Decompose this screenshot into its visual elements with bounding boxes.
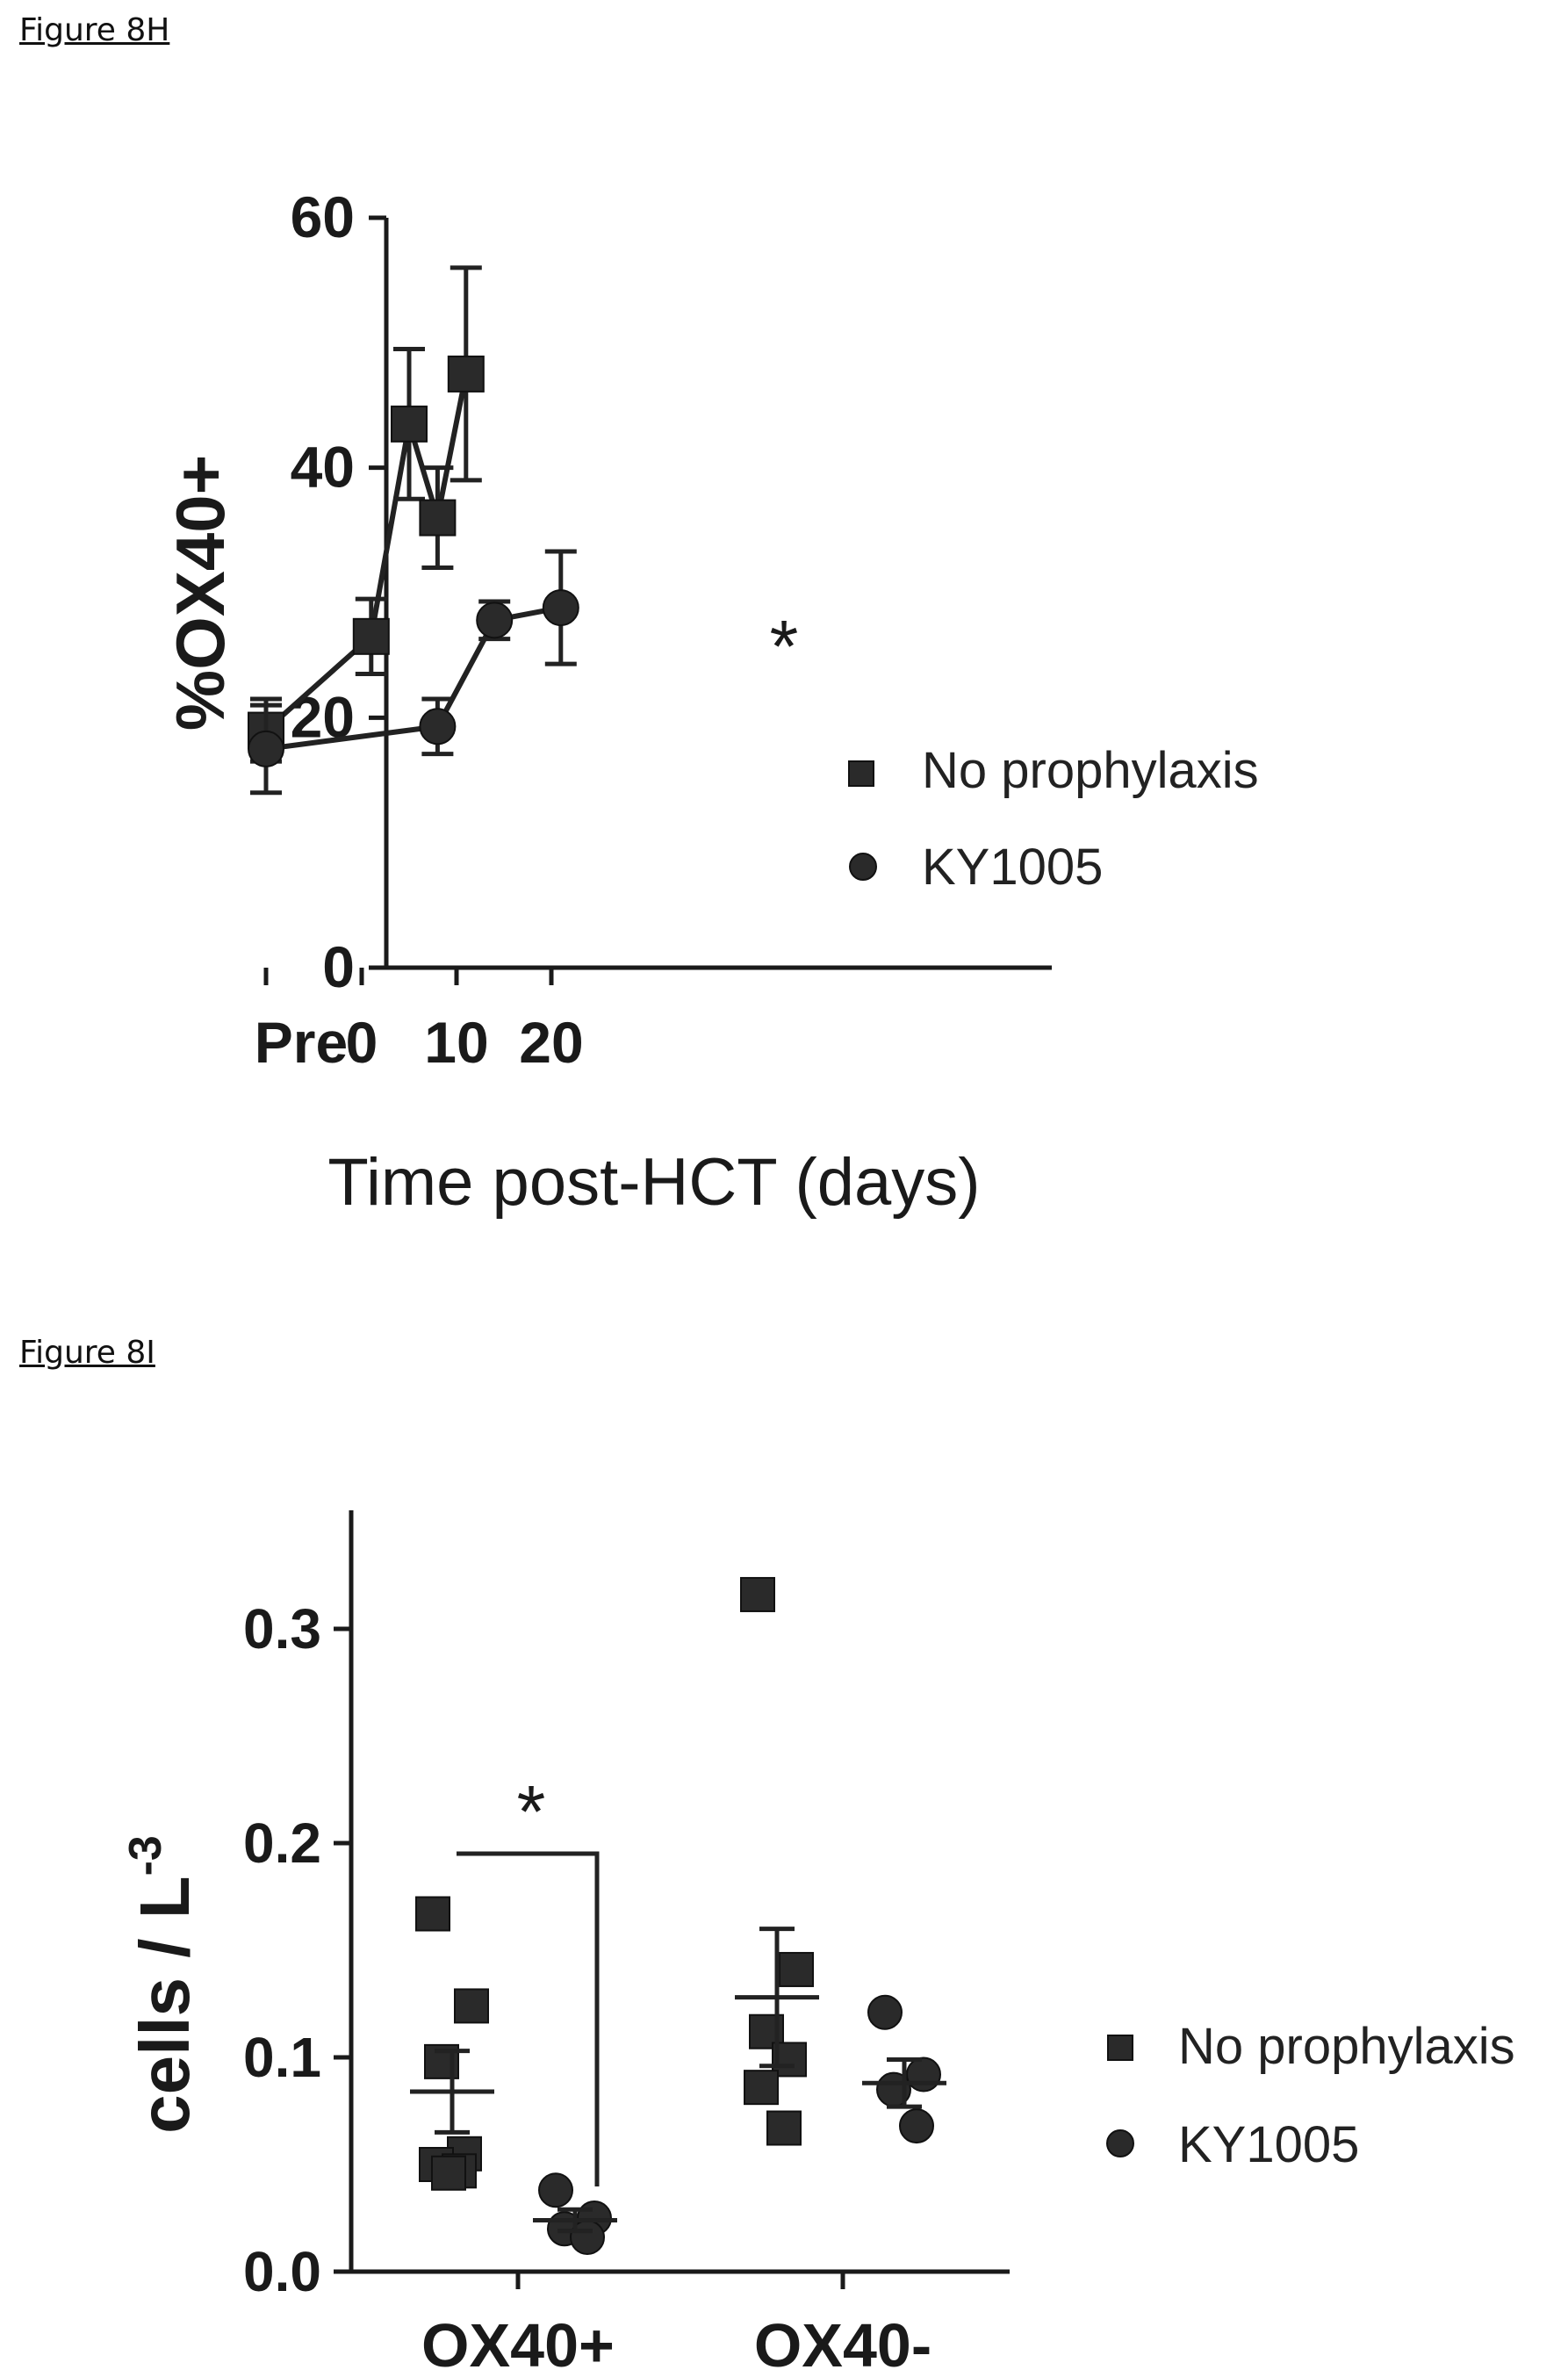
data-point-circle [248,730,284,767]
legend-label-no-prophylaxis-8i: No prophylaxis [1178,2018,1515,2075]
legend-square-marker-8i [1107,2035,1133,2061]
x-tick-label-OX40+: OX40+ [421,2311,615,2377]
data-point-square [447,355,485,393]
y-tick-label-0.2: 0.2 [243,1812,321,1875]
data-point-square [740,1576,775,1612]
y-axis-title-8h: %OX40+ [162,455,239,731]
legend-square-marker [848,760,874,787]
data-point-square [744,2070,779,2106]
data-point-square [391,405,428,443]
data-point-square [779,1951,814,1987]
legend-circle-marker-8i [1106,2129,1134,2157]
y-tick-label-60: 60 [291,184,355,249]
y-tick-label-0.1: 0.1 [243,2026,321,2089]
data-point-square [454,1988,489,2024]
legend-8h: No prophylaxis KY1005 [848,742,1259,896]
data-point-square [352,617,390,655]
x-tick-label-0: 0 [346,1010,378,1075]
significance-asterisk-8h: * [770,605,799,688]
series-line-ky1005 [265,605,562,752]
legend-8i: No prophylaxis KY1005 [1106,2018,1515,2173]
data-point-circle [906,2056,941,2092]
x-tick-label-10: 10 [424,1010,488,1075]
legend-label-ky1005: KY1005 [922,839,1103,896]
y-axis-title-8i: cells / L-3 [120,1835,204,2134]
y-tick-label-0.3: 0.3 [243,1597,321,1660]
y-tick-label-40: 40 [291,435,355,500]
significance-bracket-8i [457,1851,600,2186]
x-tick-label-20: 20 [519,1010,583,1075]
figure-8i-caption: Figure 8I [19,1335,155,1371]
data-point-square [419,499,457,537]
data-point-circle [867,1994,903,2030]
data-point-circle [538,2172,573,2208]
data-point-circle [476,601,514,639]
x-axis-title-8h: Time post-HCT (days) [327,1145,980,1220]
x-tick-label-OX40-: OX40- [754,2311,931,2377]
chart-8i: 0.0 0.1 0.2 0.3 OX40+ OX40- cells / L-3 * No … [120,1510,1515,2377]
data-point-square [766,2110,802,2146]
x-tick-label-Pre: Pre [255,1010,348,1075]
data-point-square [415,1896,450,1932]
data-point-circle [542,589,579,627]
data-point-square [431,2155,466,2191]
legend-label-ky1005-8i: KY1005 [1178,2116,1359,2173]
legend-circle-marker [849,853,877,881]
data-point-circle [419,708,457,746]
figure-8h-caption: Figure 8H [19,12,170,48]
significance-asterisk-8i: * [517,1770,546,1853]
data-point-circle [899,2108,934,2144]
legend-label-no-prophylaxis: No prophylaxis [922,742,1259,799]
y-tick-label-0.0: 0.0 [243,2240,321,2303]
y-tick-label-0: 0 [322,934,355,999]
